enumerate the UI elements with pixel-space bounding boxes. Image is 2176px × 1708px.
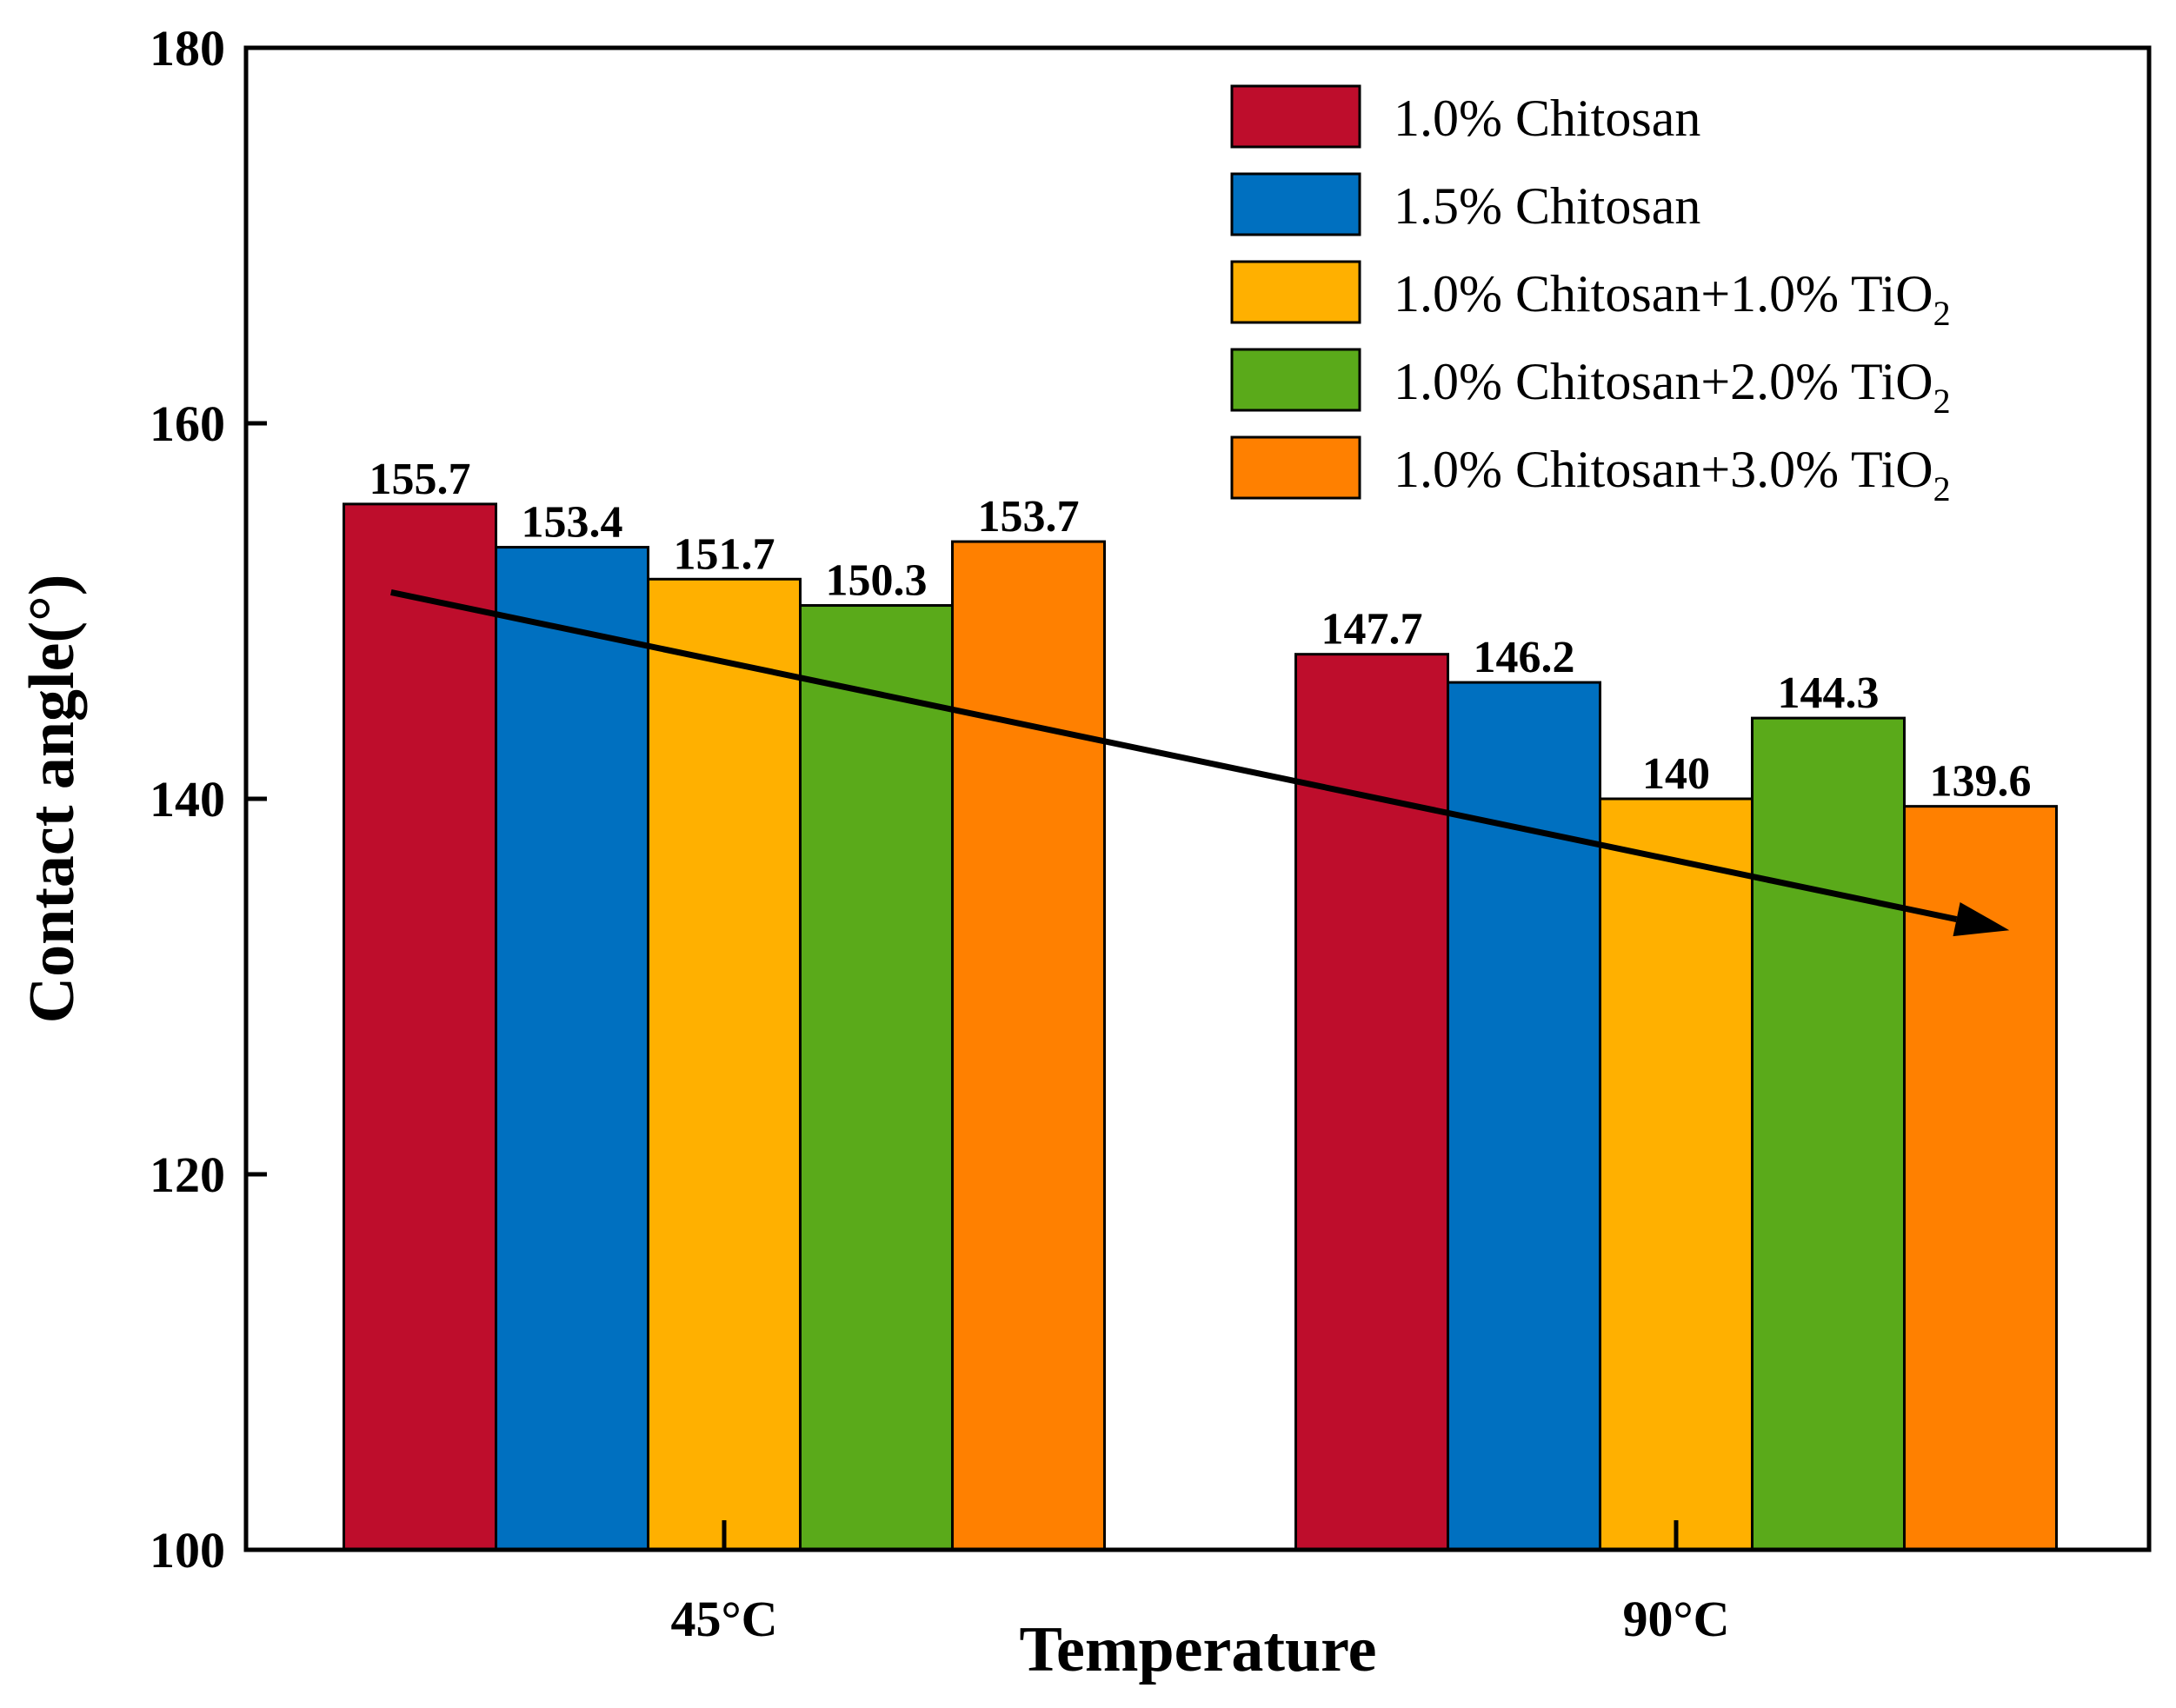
trend-arrow-head	[1953, 901, 2010, 937]
legend-swatch-2	[1230, 172, 1361, 236]
legend-swatch-1	[1230, 84, 1361, 149]
bar-2-1	[495, 546, 649, 1552]
legend-label-main-2: 1.5% Chitosan	[1394, 177, 1700, 235]
x-axis-title: Temperature	[1019, 1614, 1376, 1685]
bar-3-1	[647, 577, 802, 1552]
data-label-5-1: 153.7	[978, 492, 1080, 542]
data-label-4-2: 144.3	[1778, 668, 1880, 718]
data-label-3-1: 151.7	[674, 529, 775, 579]
data-label-4-1: 150.3	[826, 556, 928, 606]
legend-label-5: 1.0% Chitosan+3.0% TiO2	[1394, 441, 1951, 508]
legend-label-main-4: 1.0% Chitosan+2.0% TiO	[1394, 353, 1933, 410]
legend-label-3: 1.0% Chitosan+1.0% TiO2	[1394, 265, 1951, 333]
bar-4-1	[799, 604, 954, 1552]
legend-label-4: 1.0% Chitosan+2.0% TiO2	[1394, 353, 1951, 421]
x-tick-label-2: 90°C	[1622, 1591, 1729, 1647]
bar-1-2	[1294, 653, 1449, 1552]
y-tick-label-4: 160	[150, 395, 225, 452]
y-tick-label-1: 100	[150, 1522, 225, 1578]
legend-label-main-5: 1.0% Chitosan+3.0% TiO	[1394, 441, 1933, 498]
data-label-1-1: 155.7	[369, 455, 471, 504]
legend-label-1: 1.0% Chitosan	[1394, 90, 1700, 147]
legend-label-subscript-5: 2	[1933, 469, 1951, 508]
data-label-3-2: 140	[1642, 749, 1710, 799]
legend-label-subscript-4: 2	[1933, 382, 1951, 421]
legend-swatch-5	[1230, 435, 1361, 500]
bar-5-1	[951, 540, 1106, 1552]
legend-label-main-1: 1.0% Chitosan	[1394, 90, 1700, 147]
data-label-2-2: 146.2	[1474, 633, 1575, 682]
y-tick-label-3: 140	[150, 771, 225, 827]
bar-1-1	[343, 502, 497, 1552]
legend-label-subscript-3: 2	[1933, 294, 1951, 333]
legend-label-main-3: 1.0% Chitosan+1.0% TiO	[1394, 265, 1933, 322]
bar-3-2	[1599, 797, 1753, 1552]
y-tick-label-5: 180	[150, 20, 225, 76]
data-label-5-2: 139.6	[1930, 757, 2032, 807]
bar-2-2	[1447, 681, 1601, 1552]
x-tick-label-1: 45°C	[670, 1591, 777, 1647]
legend-swatch-3	[1230, 260, 1361, 324]
data-label-2-1: 153.4	[522, 498, 623, 548]
bar-4-2	[1751, 716, 1906, 1552]
y-tick-label-2: 120	[150, 1146, 225, 1203]
data-label-1-2: 147.7	[1321, 605, 1423, 655]
y-axis-title: Contact angle(°)	[17, 575, 88, 1024]
legend-label-2: 1.5% Chitosan	[1394, 177, 1700, 235]
trend-arrow-line	[390, 588, 1958, 922]
legend-swatch-4	[1230, 348, 1361, 412]
